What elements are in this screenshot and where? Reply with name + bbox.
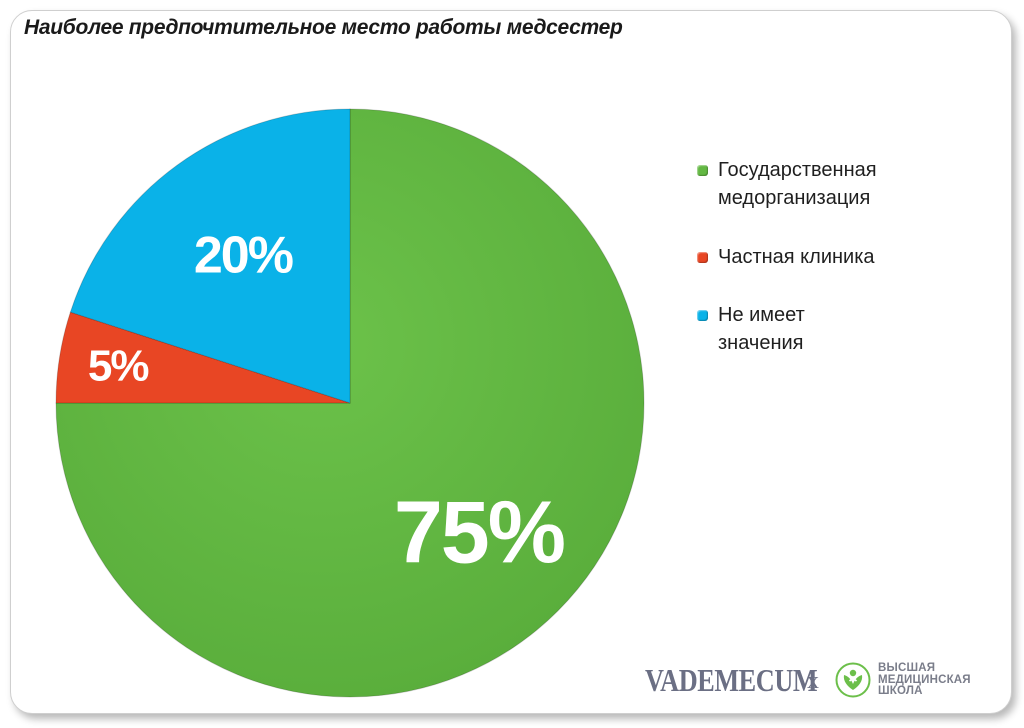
school-line-2: МЕДИЦИНСКАЯ	[878, 673, 971, 686]
legend-swatch-state	[697, 165, 708, 176]
legend-label-state: Государственная медорганизация	[718, 159, 877, 209]
medical-school-logo-text: ВЫСШАЯ МЕДИЦИНСКАЯ ШКОЛА	[878, 662, 971, 698]
chart-title: Наиболее предпочтительное место работы м…	[24, 16, 623, 39]
pie-slice-state	[55, 108, 645, 698]
pie-slice-private	[55, 311, 351, 404]
slice-label-no-matter: 20%	[194, 227, 293, 285]
logos: VADEMECUM x ВЫСШАЯ МЕДИЦИНСКАЯ ШКОЛА	[645, 660, 995, 700]
legend-label-no-matter: Не имеет значения	[718, 304, 805, 354]
pie-slice-no-matter	[69, 108, 351, 404]
legend-swatch-private	[697, 252, 708, 263]
slice-label-state: 75%	[394, 482, 564, 581]
medical-school-logo-icon	[835, 662, 871, 698]
cross-symbol: x	[807, 668, 819, 694]
legend-swatch-no-matter	[697, 310, 708, 321]
legend-label-private: Частная клиника	[718, 246, 875, 268]
slice-label-private: 5%	[88, 342, 148, 391]
vademecum-logo: VADEMECUM	[645, 662, 818, 698]
school-line-3: ШКОЛА	[878, 685, 923, 697]
school-line-1: ВЫСШАЯ	[878, 662, 936, 674]
